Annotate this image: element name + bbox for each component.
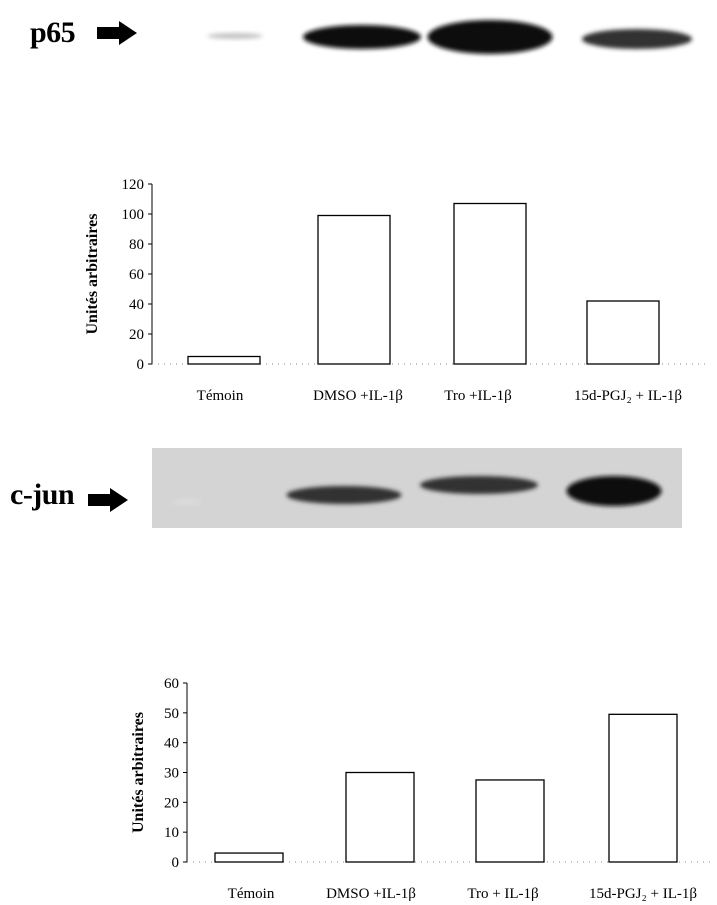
bar-chart-p65: 0 20 40 60 80 100 120 Unités arbitraires Témoin D… bbox=[84, 177, 710, 404]
y-axis-label: Unités arbitraires bbox=[84, 213, 101, 334]
bar bbox=[608, 713, 678, 863]
y-tick-label: 60 bbox=[164, 676, 179, 692]
blot-label-p65: p65 bbox=[30, 16, 76, 49]
x-category-label: Témoin bbox=[197, 388, 244, 404]
blot-band bbox=[582, 29, 692, 49]
y-tick-label: 120 bbox=[122, 177, 145, 193]
arrow-right-icon bbox=[88, 488, 128, 512]
y-tick-label: 40 bbox=[164, 736, 179, 752]
x-category-label: Témoin bbox=[228, 886, 275, 902]
blot-band bbox=[303, 25, 421, 49]
blot-band bbox=[207, 33, 263, 39]
bar bbox=[317, 214, 391, 365]
y-tick-label: 0 bbox=[172, 855, 180, 871]
x-category-label: 15d-PGJ₂ + IL-1β bbox=[589, 886, 697, 902]
bar-chart-c-jun: 0 10 20 30 40 50 60 Unités arbitraires Témoin DMS… bbox=[130, 676, 712, 902]
x-category-label: DMSO +IL-1β bbox=[313, 388, 403, 404]
bar bbox=[187, 355, 261, 365]
x-category-label: Tro +IL-1β bbox=[444, 388, 512, 404]
x-category-label: DMSO +IL-1β bbox=[326, 886, 416, 902]
bar bbox=[453, 202, 527, 365]
y-tick-label: 60 bbox=[129, 267, 144, 283]
y-tick-label: 20 bbox=[129, 327, 144, 343]
blot-band bbox=[172, 499, 202, 505]
y-tick-label: 100 bbox=[122, 207, 145, 223]
bar bbox=[214, 852, 284, 863]
y-tick-label: 0 bbox=[137, 357, 145, 373]
bar bbox=[345, 771, 415, 863]
y-tick-label: 20 bbox=[164, 795, 179, 811]
y-tick-label: 30 bbox=[164, 766, 179, 782]
y-tick-label: 80 bbox=[129, 237, 144, 253]
western-blot-p65 bbox=[207, 20, 692, 54]
blot-band bbox=[566, 476, 662, 506]
arrow-right-icon bbox=[97, 21, 137, 45]
y-tick-label: 50 bbox=[164, 706, 179, 722]
bar bbox=[586, 300, 660, 365]
blot-band bbox=[427, 20, 553, 54]
y-axis-label: Unités arbitraires bbox=[130, 712, 147, 833]
bar bbox=[475, 779, 545, 863]
blot-band bbox=[420, 476, 538, 494]
y-tick-label: 40 bbox=[129, 297, 144, 313]
x-category-label: Tro + IL-1β bbox=[467, 886, 538, 902]
blot-label-c-jun: c-jun bbox=[10, 478, 75, 511]
blot-band bbox=[286, 486, 402, 504]
x-category-label: 15d-PGJ₂ + IL-1β bbox=[574, 388, 682, 404]
y-tick-label: 10 bbox=[164, 825, 179, 841]
western-blot-c-jun bbox=[152, 448, 682, 528]
